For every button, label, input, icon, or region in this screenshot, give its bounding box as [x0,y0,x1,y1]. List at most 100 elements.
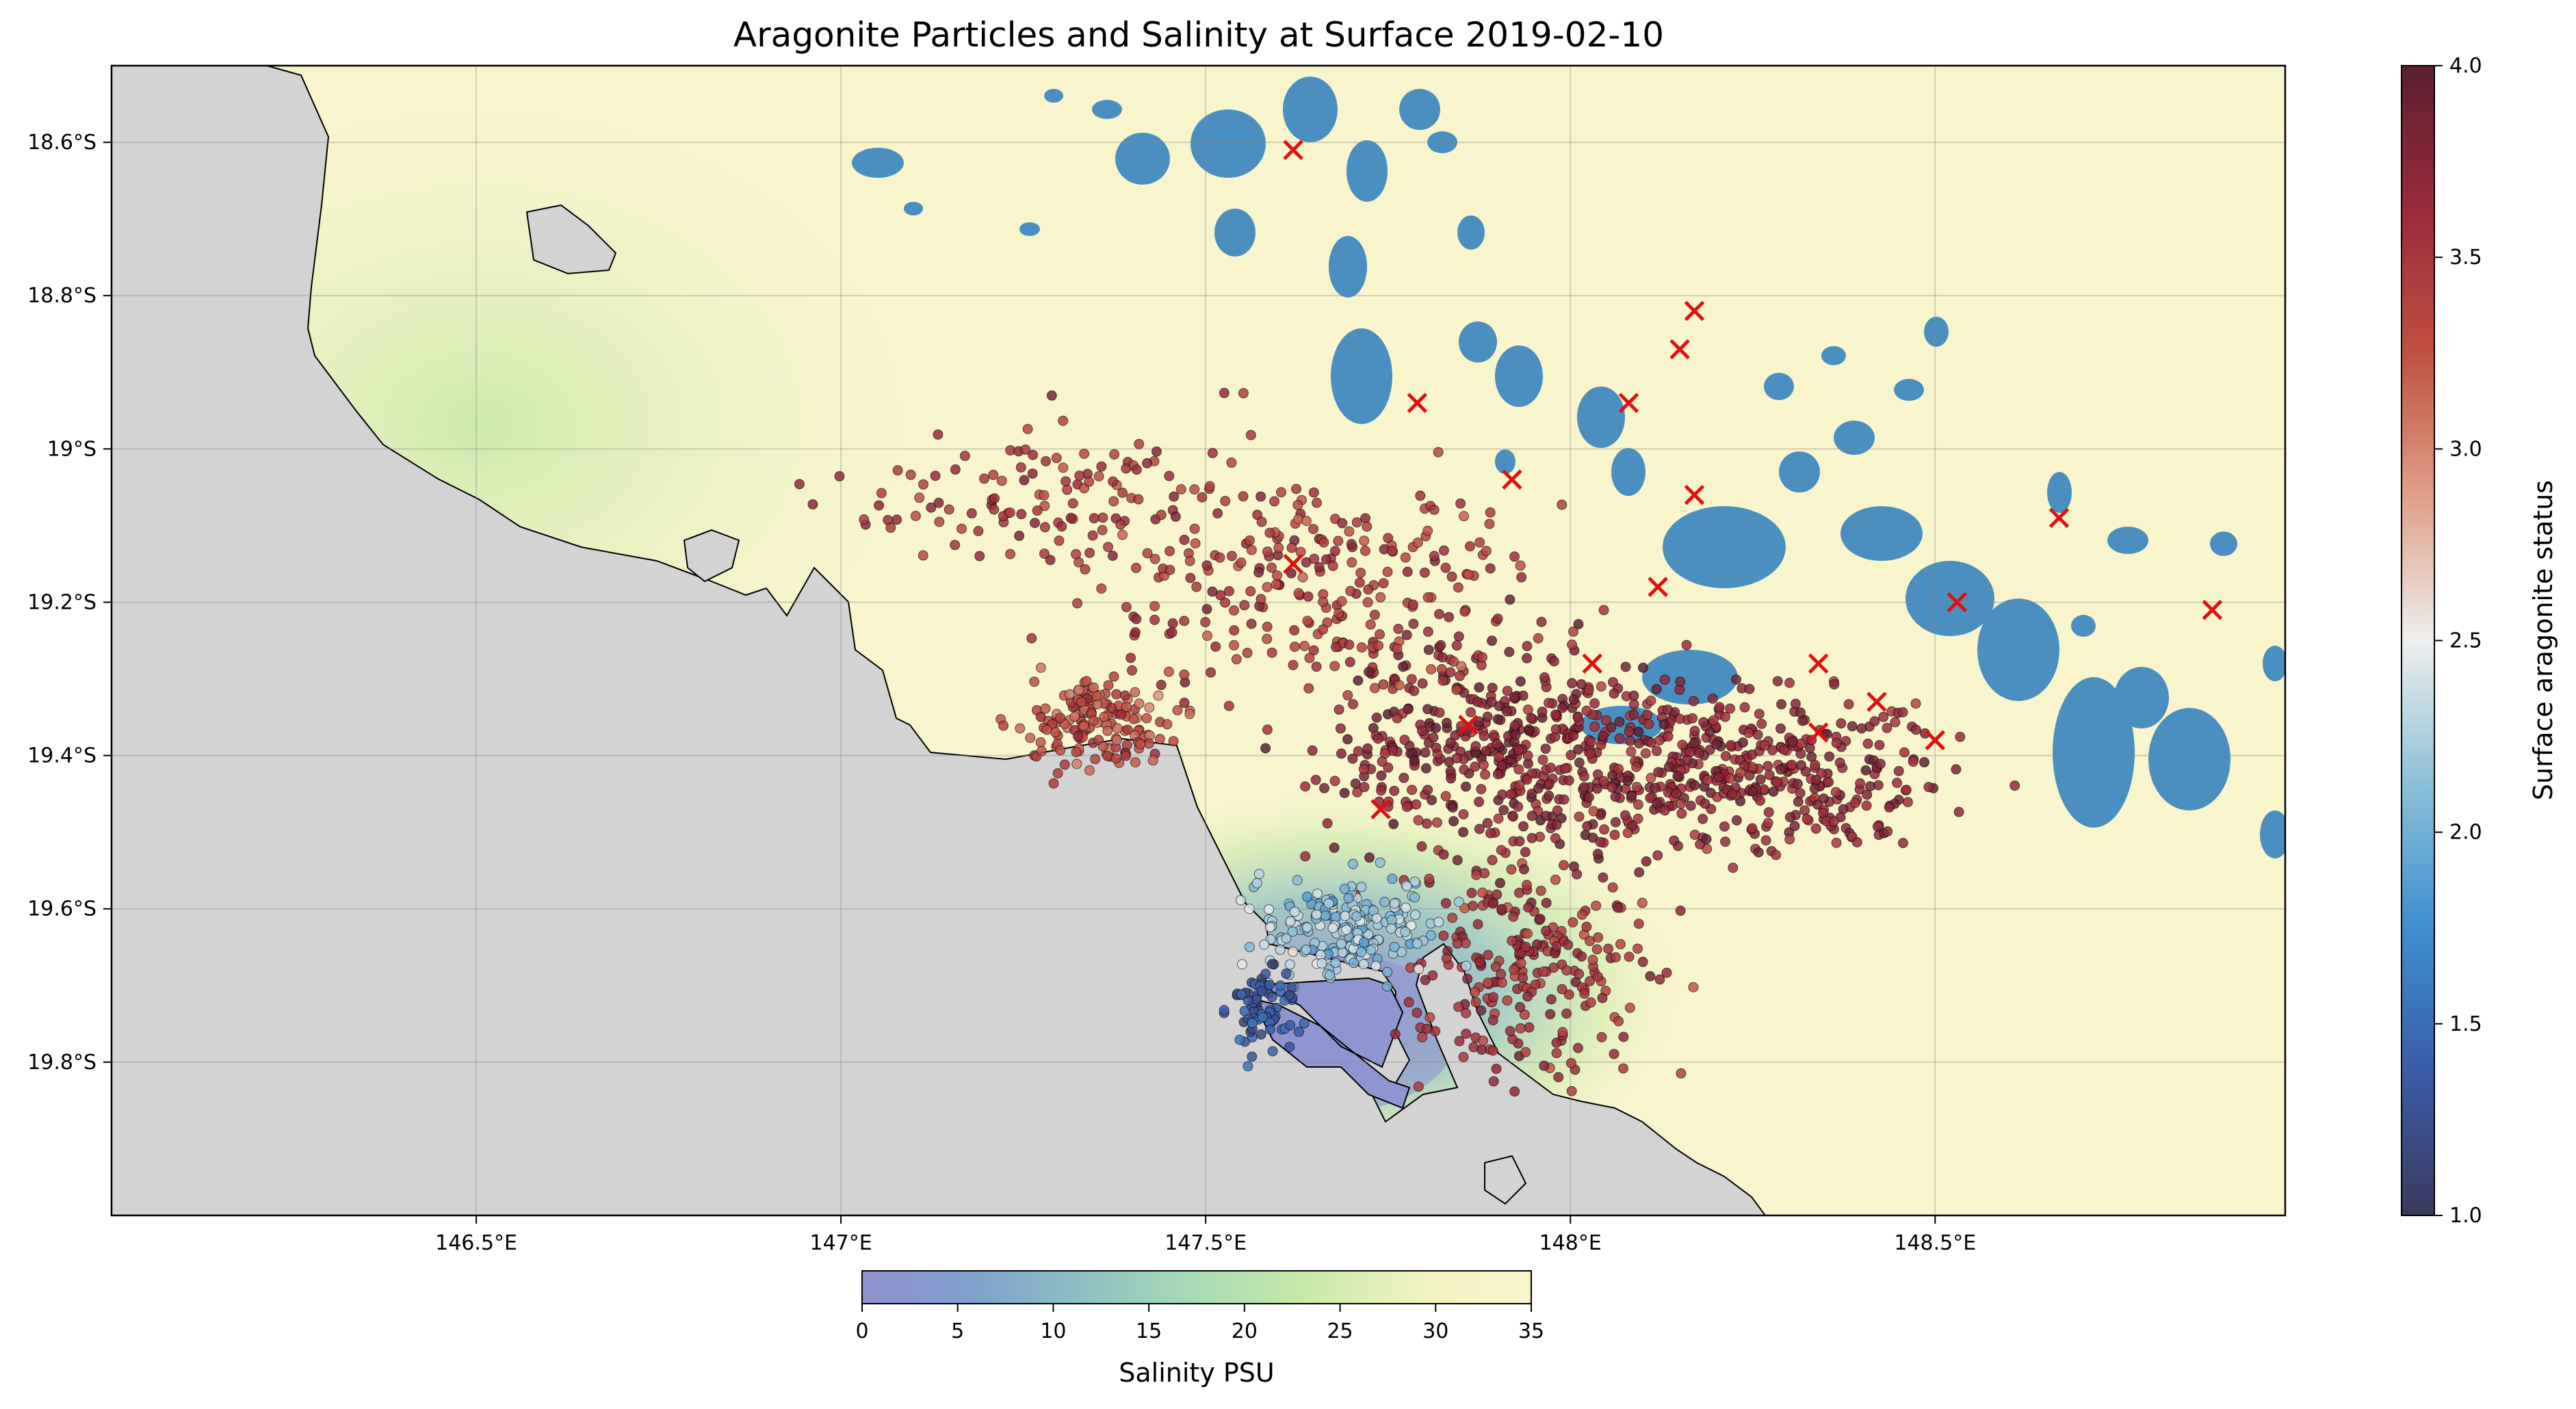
particle-point [1109,449,1120,460]
reef [1924,317,1949,347]
particle-point [1593,932,1604,943]
particle-point [1074,685,1084,696]
particle-point [1285,916,1296,927]
particle-point [1669,835,1680,846]
particle-point [1451,753,1462,764]
particle-point [1675,906,1686,917]
particle-point [1359,536,1370,547]
particle-point [1210,641,1221,652]
particle-point [1540,743,1551,754]
particle-point [1637,897,1648,908]
reef-site-marker [1283,140,1303,161]
particle-point [1550,709,1561,720]
particle-point [1412,938,1423,949]
lat-tick-label: 19.4°S [27,744,96,768]
particle-point [1492,769,1503,780]
particle-point [1559,794,1570,805]
particle-point [1288,946,1299,957]
particle-point [1583,792,1594,803]
particle-point [1362,521,1372,532]
particle-point [1014,530,1025,541]
particle-point [1810,759,1821,770]
particle-point [959,451,970,462]
particle-point [1726,739,1736,750]
particle-point [1421,1023,1432,1034]
particle-point [1520,847,1531,858]
particle-point [1251,994,1262,1005]
particle-point [1431,742,1442,753]
particle-point [1344,640,1355,650]
particle-point [1574,811,1585,822]
particle-point [1407,599,1418,610]
particle-point [1292,875,1303,886]
particle-point [1472,696,1483,707]
particle-point [1121,602,1132,613]
particle-point [1236,989,1247,1000]
particle-point [1407,785,1418,795]
particle-point [1771,776,1782,787]
reef [2047,472,2072,513]
particle-point [1567,917,1578,927]
particle-point [1810,823,1821,834]
aragonite-tick-label: 4.0 [2449,54,2482,78]
reef [2114,667,2169,728]
particle-point [1461,960,1472,971]
particle-point [1566,1085,1577,1096]
particle-point [1286,542,1297,553]
particle-point [910,510,921,521]
particle-point [1482,817,1493,828]
particle-point [1633,726,1644,737]
particle-point [1260,969,1271,979]
particle-point [1578,782,1589,793]
particle-point [1720,750,1731,761]
particle-point [1347,858,1358,869]
reef [2210,531,2237,556]
reef-site-marker [1669,339,1690,360]
particle-point [1510,729,1521,740]
particle-point [1505,594,1515,605]
particle-point [1628,699,1639,710]
particle-point [1389,898,1400,909]
particle-point [1389,942,1400,953]
particle-point [1685,800,1696,811]
particle-point [1682,754,1693,765]
particle-point [1496,904,1507,914]
particle-point [1515,958,1526,969]
particle-point [1447,912,1458,923]
particle-point [1341,924,1352,935]
particle-point [1237,959,1248,970]
particle-point [1316,958,1327,969]
particle-point [1336,748,1346,759]
particle-point [1236,895,1247,906]
particle-point [1340,910,1351,921]
particle-point [1520,941,1531,952]
particle-point [1720,837,1731,847]
particle-point [1401,802,1412,813]
particle-point [1899,747,1910,758]
lon-tick-label: 147°E [809,1231,872,1255]
particle-point [1676,798,1687,809]
particle-point [1308,523,1319,534]
particle-point [1744,770,1755,781]
particle-point [1281,969,1292,979]
particle-point [1698,717,1709,728]
reef [1346,140,1388,202]
particle-point [1089,513,1100,524]
axis-layer: 146.5°E 147°E 147.5°E 148°E 148.5°E 18.6°S 18.… [27,131,1976,1255]
particle-point [1020,444,1031,455]
particle-point [1179,669,1190,680]
particle-point [1135,739,1146,750]
lat-tick-label: 19.6°S [27,897,96,921]
particle-point [1422,785,1433,795]
particle-point [1818,793,1829,804]
particle-point [1518,690,1528,701]
particle-point [1520,1046,1531,1057]
particle-point [1245,430,1256,440]
particle-point [1342,690,1353,701]
particle-point [1019,475,1030,486]
particle-point [1522,928,1533,939]
particle-point [914,492,925,503]
particle-point [1671,788,1682,799]
particle-point [1645,793,1656,804]
reef-site-marker [1808,722,1829,743]
